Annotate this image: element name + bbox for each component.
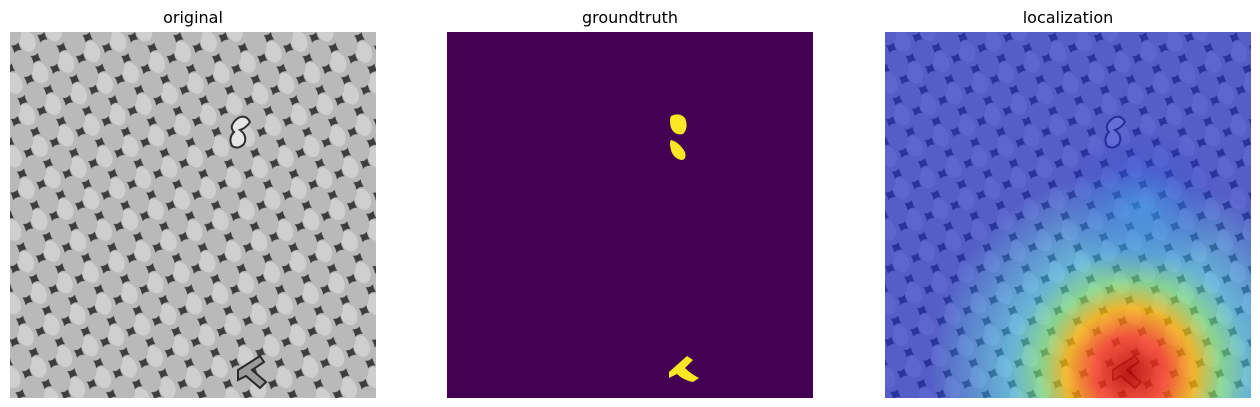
- mask-blob-1: [670, 114, 687, 135]
- mask-svg: [447, 32, 813, 398]
- heat-overlay-secondary: [885, 32, 1251, 398]
- panel-original: original: [10, 0, 376, 407]
- defect-top: [229, 115, 252, 149]
- mesh-texture: [10, 32, 376, 398]
- groundtruth-mask: [447, 32, 813, 398]
- panel-title-groundtruth: groundtruth: [581, 8, 678, 27]
- heatmap-svg: [885, 32, 1251, 398]
- localization-heatmap: [885, 32, 1251, 398]
- panel-title-original: original: [163, 8, 223, 27]
- mask-blob-2: [670, 140, 686, 160]
- texture-svg: [10, 32, 376, 398]
- mask-blob-3: [669, 356, 699, 382]
- defect-bottom: [237, 354, 268, 390]
- mask-background: [447, 32, 813, 398]
- panel-groundtruth: groundtruth: [447, 0, 813, 407]
- panel-localization: localization: [885, 0, 1251, 407]
- original-image: [10, 32, 376, 398]
- panel-title-localization: localization: [1022, 8, 1114, 27]
